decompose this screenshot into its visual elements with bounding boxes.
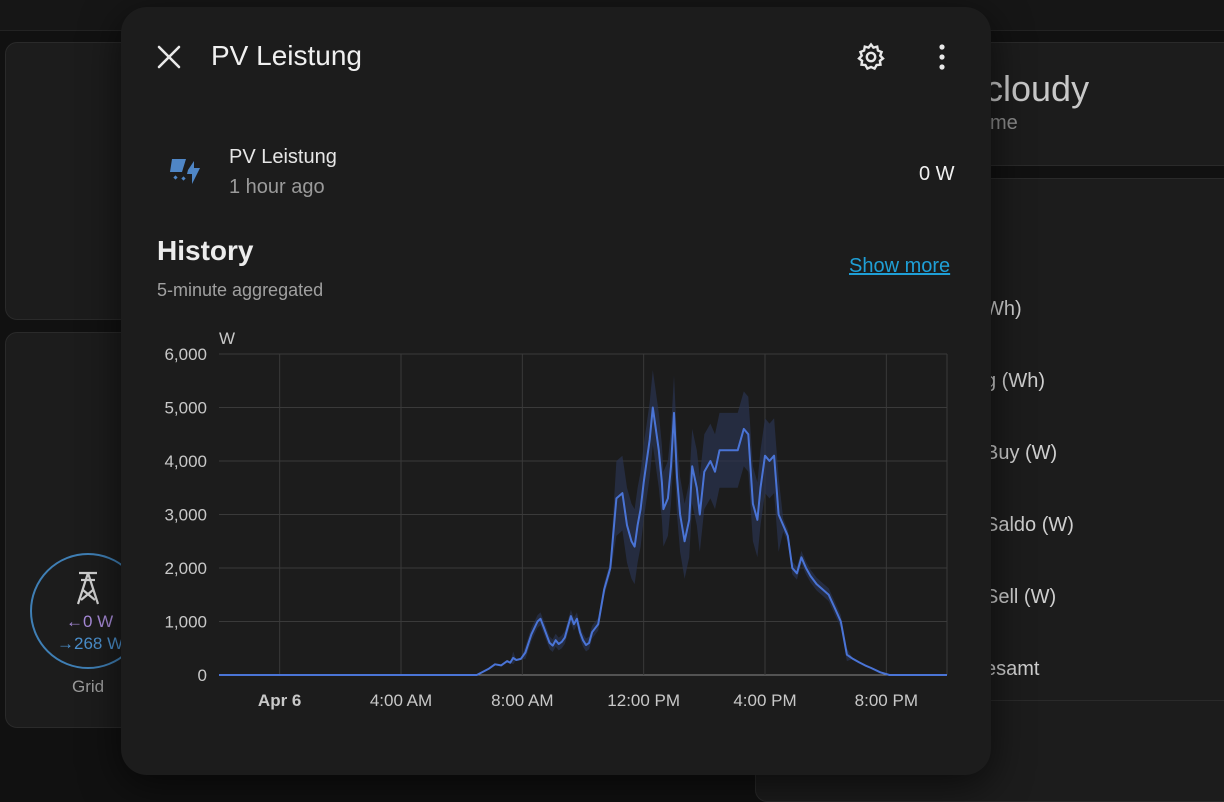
dialog-title: PV Leistung	[211, 40, 362, 71]
y-tick-label: 4,000	[164, 452, 207, 471]
entity-row-label[interactable]: Saldo (W)	[985, 514, 1074, 536]
weather-location: me	[990, 112, 1018, 134]
y-axis-unit-label: W	[219, 329, 235, 348]
entity-state: 0 W	[919, 163, 955, 185]
series-line	[219, 406, 947, 676]
x-tick-label: Apr 6	[258, 691, 301, 710]
arrow-right-icon: →	[57, 634, 74, 653]
arrow-left-icon: ←	[66, 612, 83, 631]
x-tick-label: 12:00 PM	[607, 691, 680, 710]
entity-row-label[interactable]: Buy (W)	[985, 442, 1058, 464]
entity-row-label[interactable]: esamt	[985, 658, 1040, 680]
y-tick-label: 2,000	[164, 559, 207, 578]
more-vertical-icon[interactable]	[935, 43, 949, 71]
history-heading: History	[157, 235, 254, 266]
grid-import-value: ←0 W	[66, 612, 114, 631]
solar-power-icon	[170, 159, 200, 184]
x-tick-label: 8:00 AM	[491, 691, 553, 710]
entity-name: PV Leistung	[229, 146, 337, 168]
x-tick-label: 8:00 PM	[855, 691, 918, 710]
grid-export-value: →268 W	[57, 634, 124, 653]
close-icon[interactable]	[156, 44, 182, 70]
x-tick-label: 4:00 PM	[733, 691, 796, 710]
x-tick-label: 4:00 AM	[370, 691, 432, 710]
y-tick-label: 5,000	[164, 399, 207, 418]
history-chart[interactable]: 0 1,000 2,000 3,000 4,000 5,000 6,000 Apr 6 4:00…	[150, 320, 970, 720]
gear-icon[interactable]	[856, 42, 886, 72]
y-tick-label: 1,000	[164, 613, 207, 632]
show-more-link[interactable]: Show more	[849, 255, 951, 277]
entity-row-label[interactable]: Wh)	[985, 298, 1022, 320]
grid-label: Grid	[72, 677, 105, 696]
history-subtitle: 5-minute aggregated	[157, 280, 324, 300]
series-min-max-band	[219, 370, 947, 675]
entity-row-label[interactable]: Sell (W)	[985, 586, 1057, 608]
weather-condition: cloudy	[985, 68, 1090, 109]
entity-last-changed: 1 hour ago	[229, 176, 325, 198]
y-tick-label: 0	[198, 666, 207, 685]
y-tick-label: 3,000	[164, 506, 207, 525]
transmission-tower-icon	[76, 571, 100, 605]
y-tick-label: 6,000	[164, 345, 207, 364]
entity-row-label[interactable]: g (Wh)	[985, 370, 1045, 392]
